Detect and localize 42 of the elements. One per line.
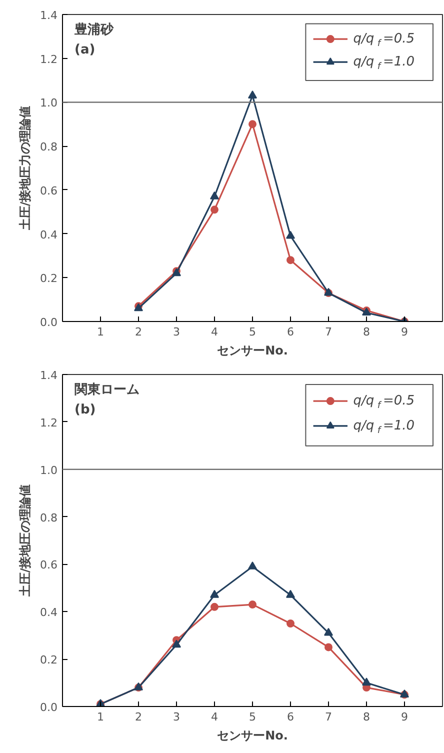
x-tick-label: 7 — [325, 326, 332, 338]
x-axis-title: センサーNo. — [217, 728, 288, 742]
x-tick-label: 8 — [363, 326, 370, 338]
y-tick-label: 0.4 — [40, 606, 58, 620]
x-tick-label: 1 — [97, 326, 104, 338]
x-tick-label: 6 — [287, 326, 294, 338]
y-tick-label: 0.4 — [40, 228, 58, 242]
y-tick-label: 0.8 — [40, 140, 58, 154]
annotation: 豊浦砂 — [74, 22, 114, 38]
x-tick-label: 6 — [287, 710, 294, 724]
y-tick-label: 1.4 — [40, 9, 58, 22]
x-tick-label: 2 — [135, 326, 142, 338]
y-axis-title: 土圧/接地圧力の理論値 — [18, 106, 32, 232]
x-tick-label: 8 — [363, 710, 370, 724]
y-tick-label: 1.0 — [40, 96, 58, 110]
x-axis-title: センサーNo. — [217, 344, 288, 358]
x-tick-label: 4 — [211, 710, 218, 724]
x-tick-label: 1 — [97, 710, 104, 724]
y-tick-label: 1.2 — [40, 416, 58, 430]
x-tick-label: 7 — [325, 710, 332, 724]
annotation: (b) — [74, 402, 96, 418]
y-tick-label: 1.0 — [40, 464, 58, 477]
y-tick-label: 1.4 — [40, 369, 58, 382]
x-tick-label: 9 — [401, 326, 408, 338]
y-tick-label: 0.0 — [40, 701, 58, 714]
x-tick-label: 4 — [211, 326, 218, 338]
y-axis-title: 土圧/接地圧の理論値 — [18, 484, 32, 598]
y-tick-label: 0.0 — [40, 316, 58, 329]
y-tick-label: 0.2 — [40, 272, 58, 286]
x-tick-label: 3 — [173, 710, 180, 724]
x-tick-label: 5 — [249, 326, 256, 338]
x-tick-label: 5 — [249, 710, 256, 724]
y-tick-label: 1.2 — [40, 52, 58, 66]
y-tick-label: 0.6 — [40, 558, 58, 572]
x-tick-label: 3 — [173, 326, 180, 338]
y-tick-label: 0.2 — [40, 654, 58, 667]
annotation: (a) — [74, 42, 96, 58]
x-tick-label: 2 — [135, 710, 142, 724]
y-tick-label: 0.8 — [40, 511, 58, 524]
x-tick-label: 9 — [401, 710, 408, 724]
annotation: 関東ローム — [74, 382, 140, 398]
y-tick-label: 0.6 — [40, 184, 58, 198]
